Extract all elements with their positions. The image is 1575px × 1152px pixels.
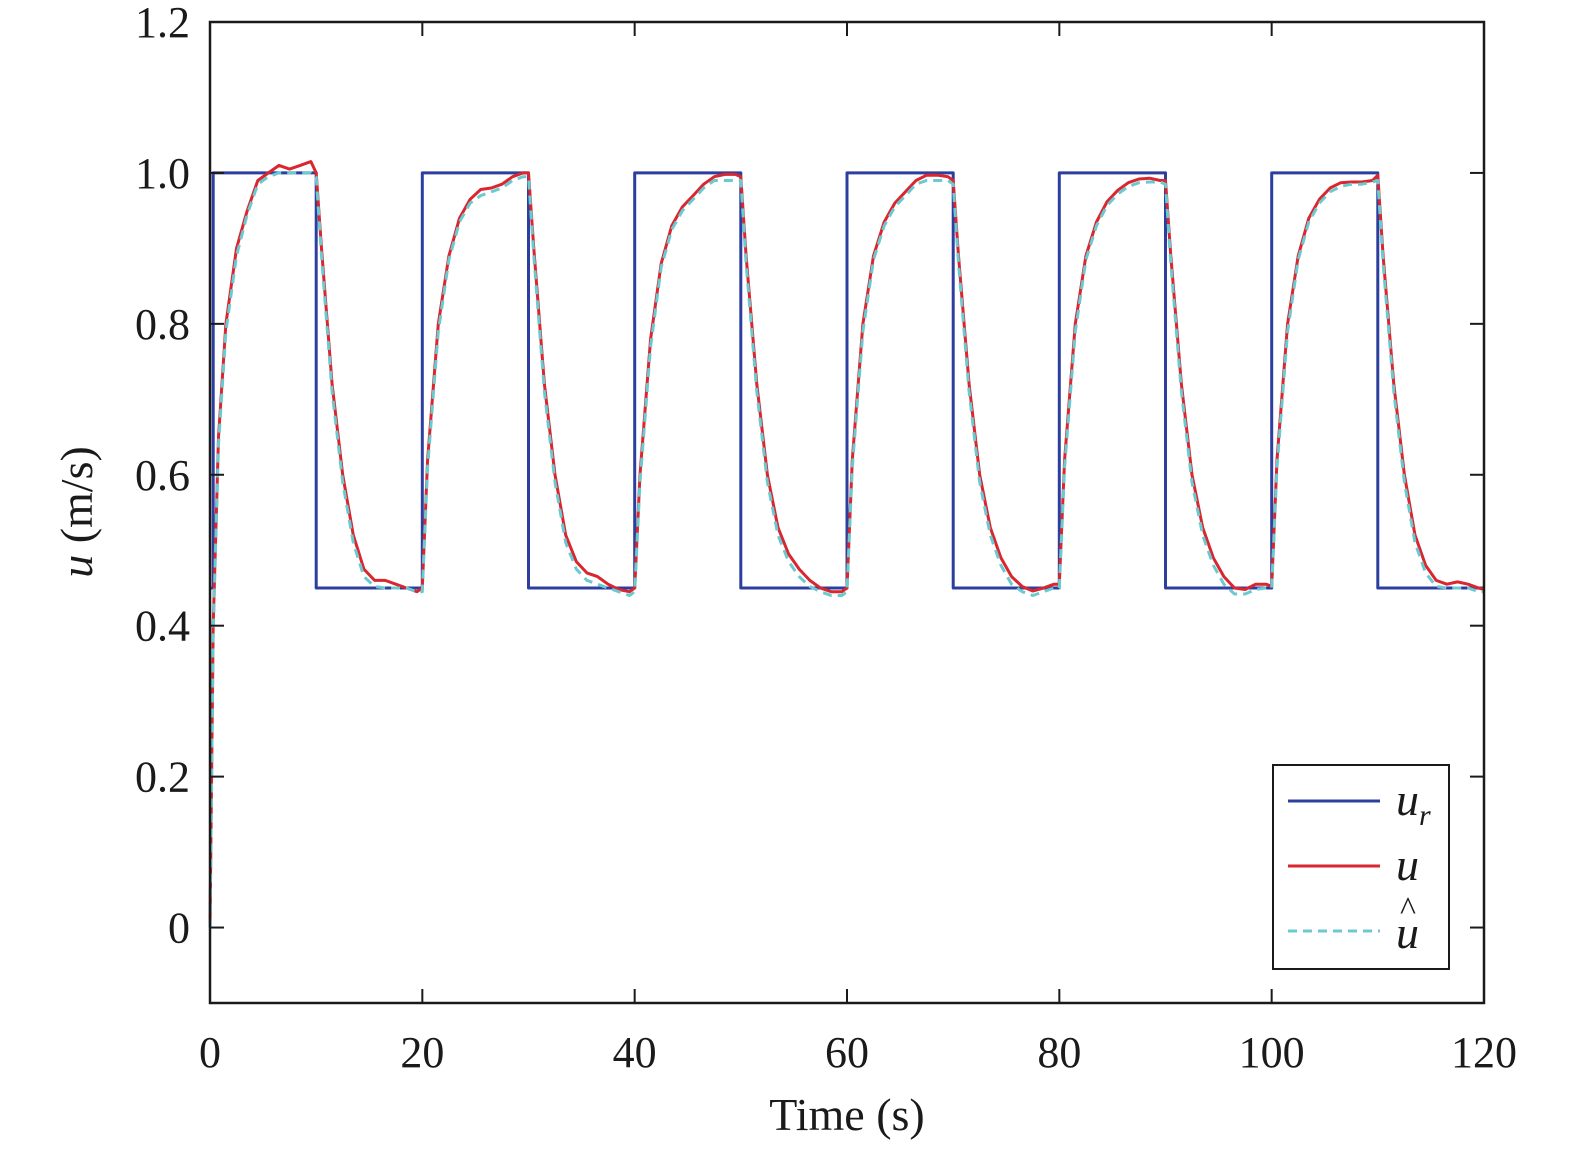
y-axis-label-unit: (m/s)	[51, 446, 102, 555]
x-tick-label: 0	[199, 1028, 221, 1077]
y-tick-label: 0.2	[135, 753, 190, 802]
y-tick-label: 1.0	[135, 149, 190, 198]
x-axis-label: Time (s)	[769, 1089, 925, 1140]
legend: ur u ^ u	[1272, 764, 1450, 970]
series-line-u_hat	[208, 171, 1484, 928]
x-tick-label: 20	[400, 1028, 444, 1077]
x-tick-label: 80	[1037, 1028, 1081, 1077]
legend-label-u_r: ur	[1396, 774, 1431, 832]
legend-label-u: u	[1396, 839, 1419, 890]
x-tick-label: 100	[1239, 1028, 1305, 1077]
y-tick-label: 0.6	[135, 451, 190, 500]
tick-layer: 0 20 40 60 80 100 120 0 0.2 0.4 0.6 0.8 1.0 1.2	[135, 0, 1517, 1077]
legend-label-u_hat-accent: ^	[1400, 891, 1416, 928]
series-layer	[208, 160, 1485, 928]
x-tick-label: 120	[1451, 1028, 1517, 1077]
legend-label-u_hat: u	[1396, 907, 1419, 958]
y-tick-label: 1.2	[135, 0, 190, 47]
series-line-u_r	[210, 171, 1484, 590]
y-tick-label: 0.8	[135, 300, 190, 349]
x-tick-label: 40	[613, 1028, 657, 1077]
y-axis-label-variable: u	[51, 555, 102, 578]
y-tick-label: 0	[168, 904, 190, 953]
y-axis-label: u (m/s)	[51, 446, 102, 578]
y-tick-label: 0.4	[135, 602, 190, 651]
x-tick-label: 60	[825, 1028, 869, 1077]
